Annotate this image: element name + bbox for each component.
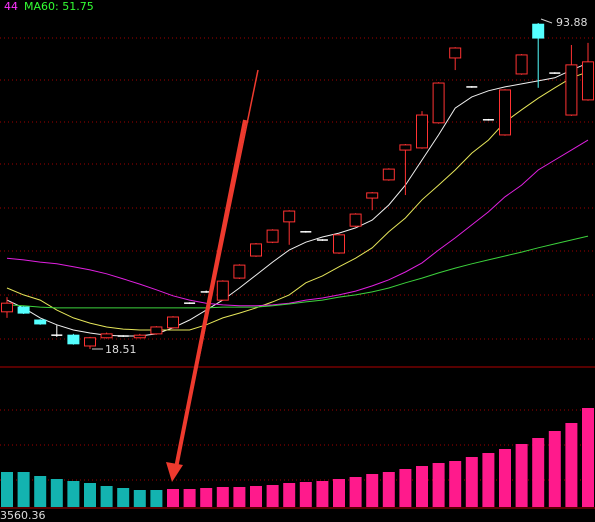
candle-body [216,280,229,301]
candle-body [250,243,262,257]
volume-bar [17,472,30,507]
candle-body [266,229,279,243]
ma-line [6,139,589,307]
volume-bar [482,453,495,507]
candle-body [416,114,428,149]
candle-body [67,334,80,345]
volume-bar [283,483,296,507]
volume-bar [266,485,279,507]
legend-text: 44 [4,0,18,13]
candle-body [382,168,395,181]
candle-body [532,23,545,39]
candle-body [100,333,113,339]
ma-line [6,71,589,331]
candle-body [150,326,163,335]
candle-body [349,213,362,227]
volume-bar [515,444,528,507]
candle-body [283,210,296,223]
low-annotation: 18.51 [92,343,137,356]
volume-bar [382,472,395,507]
volume-bar [366,474,379,507]
high-annotation: 93.88 [540,16,588,29]
volume-bar [349,477,362,507]
candle-body [34,319,47,325]
candle-body [449,47,462,59]
candles [1,23,594,349]
candle-body [499,89,511,136]
volume-bar [432,463,445,507]
candle-body [167,316,179,329]
candle-body [84,337,96,347]
volume-bar [183,489,196,507]
volume-bar [1,472,13,507]
arrow-head [166,462,183,482]
volume-bar [150,490,163,507]
high-label: 93.88 [556,16,588,29]
volume-bar [200,488,213,507]
candle-body [565,64,578,116]
annotation-arrow [540,18,553,24]
candle-body [399,144,412,151]
low-label: 18.51 [105,343,137,356]
volume-bar [465,457,478,507]
volume-bar [316,481,329,507]
red-arrow [166,69,259,482]
candle-body [515,54,528,75]
volume-bar [399,469,412,507]
volume-bar [449,461,462,507]
volume-bar [250,486,262,507]
volume-bar [233,487,246,507]
candle-body [133,334,146,339]
candle-body [233,264,246,279]
volume-bar [333,479,345,507]
volume-bar [167,489,179,507]
volume-bar [133,490,146,507]
candle-body [582,61,594,101]
volume-bar [582,408,594,507]
grid [0,37,595,509]
volume-bar [34,476,47,507]
candle-body [432,82,445,124]
volume-bar [67,481,80,507]
volume-bar [416,466,428,507]
arrow-shaft [174,119,247,469]
volume-bar [565,423,578,507]
volume-bar [100,486,113,507]
volume-label: 3560.36 [0,509,46,522]
volume-bar [84,483,96,507]
volume-bar [216,487,229,507]
volume-bar [299,482,312,507]
volume-bar [117,488,130,507]
volume-bar [532,438,545,507]
candle-body [1,302,13,313]
candle-body [366,192,379,199]
volume-bar [548,431,561,507]
candle-body [333,234,345,254]
candle-body [17,306,30,314]
volume-bars [1,408,594,507]
volume-bar [50,479,63,507]
volume-bar [499,449,511,507]
ma-line [6,235,589,309]
legend-text: MA60: 51.75 [24,0,94,13]
